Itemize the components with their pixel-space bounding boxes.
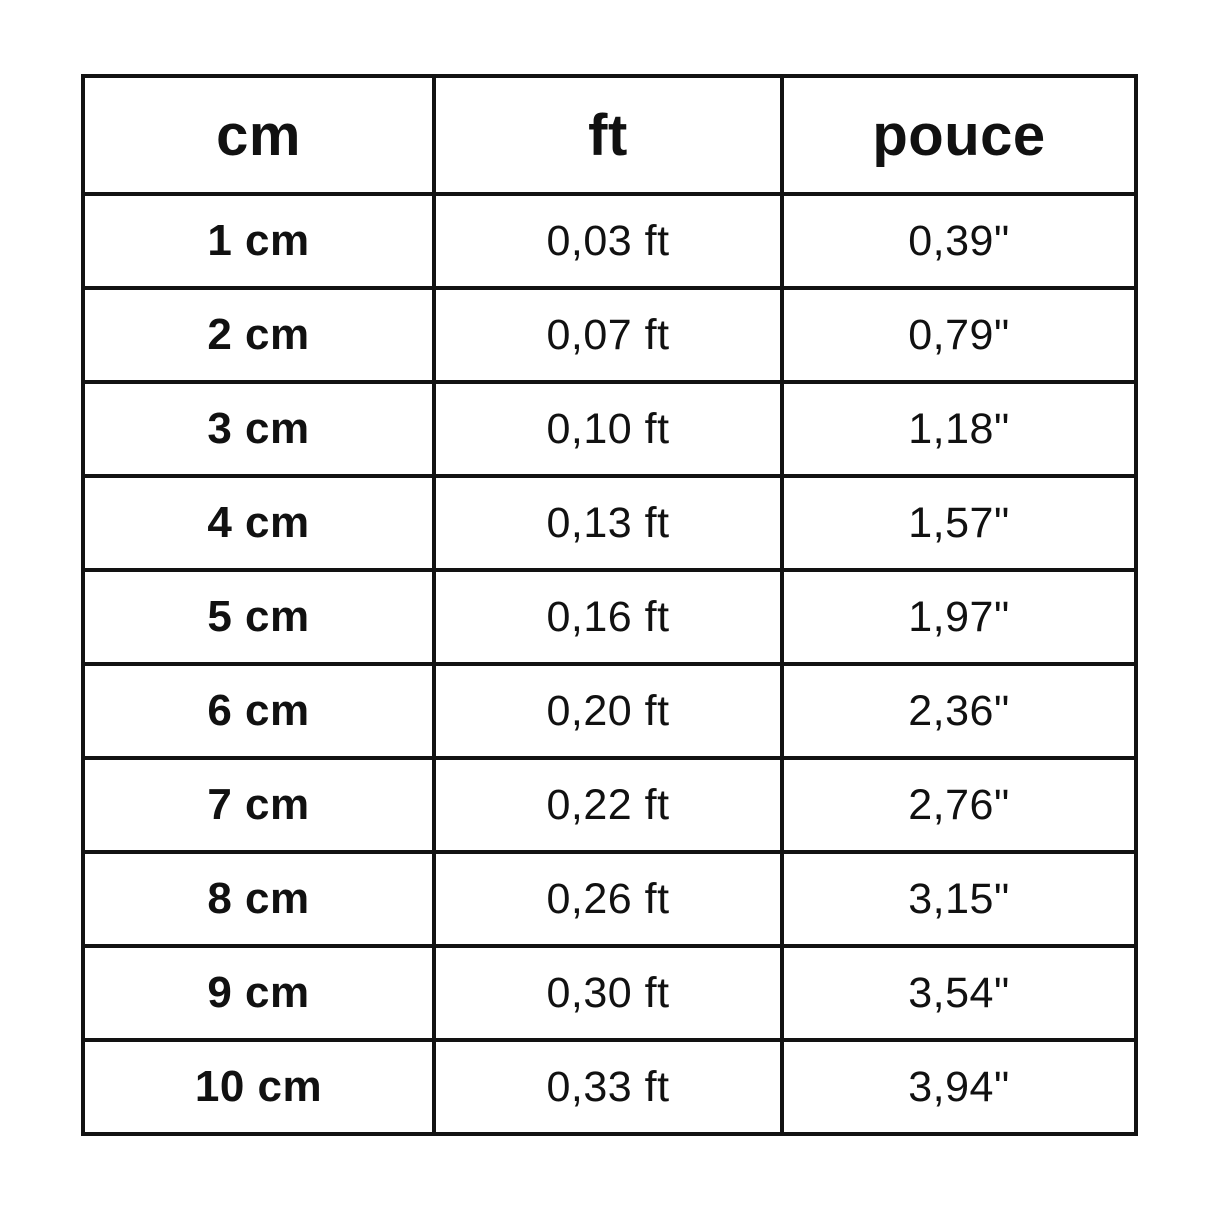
header-ft: ft	[432, 74, 784, 196]
cm-cell: 9 cm	[81, 944, 436, 1042]
pouce-cell: 1,57"	[780, 474, 1138, 572]
pouce-cell: 0,79"	[780, 286, 1138, 384]
ft-cell: 0,33 ft	[432, 1038, 784, 1136]
header-cm: cm	[81, 74, 436, 196]
pouce-cell: 1,18"	[780, 380, 1138, 478]
table-row: 6 cm 0,20 ft 2,36"	[81, 662, 1138, 760]
ft-cell: 0,07 ft	[432, 286, 784, 384]
cm-cell: 6 cm	[81, 662, 436, 760]
ft-cell: 0,20 ft	[432, 662, 784, 760]
ft-cell: 0,22 ft	[432, 756, 784, 854]
ft-cell: 0,30 ft	[432, 944, 784, 1042]
table-row: 9 cm 0,30 ft 3,54"	[81, 944, 1138, 1042]
cm-cell: 5 cm	[81, 568, 436, 666]
table-row: 8 cm 0,26 ft 3,15"	[81, 850, 1138, 948]
pouce-cell: 3,54"	[780, 944, 1138, 1042]
header-row: cm ft pouce	[81, 74, 1138, 196]
cm-cell: 3 cm	[81, 380, 436, 478]
pouce-cell: 3,15"	[780, 850, 1138, 948]
table-row: 7 cm 0,22 ft 2,76"	[81, 756, 1138, 854]
cm-cell: 1 cm	[81, 192, 436, 290]
cm-cell: 2 cm	[81, 286, 436, 384]
cm-cell: 4 cm	[81, 474, 436, 572]
ft-cell: 0,16 ft	[432, 568, 784, 666]
cm-cell: 10 cm	[81, 1038, 436, 1136]
cm-cell: 7 cm	[81, 756, 436, 854]
pouce-cell: 2,36"	[780, 662, 1138, 760]
pouce-cell: 1,97"	[780, 568, 1138, 666]
table-row: 2 cm 0,07 ft 0,79"	[81, 286, 1138, 384]
table-row: 5 cm 0,16 ft 1,97"	[81, 568, 1138, 666]
table-row: 10 cm 0,33 ft 3,94"	[81, 1038, 1138, 1136]
cm-ft-pouce-conversion-table: cm ft pouce 1 cm 0,03 ft 0,39" 2 cm 0,07…	[81, 74, 1138, 1136]
ft-cell: 0,13 ft	[432, 474, 784, 572]
cm-cell: 8 cm	[81, 850, 436, 948]
table-row: 3 cm 0,10 ft 1,18"	[81, 380, 1138, 478]
pouce-cell: 0,39"	[780, 192, 1138, 290]
pouce-cell: 3,94"	[780, 1038, 1138, 1136]
header-pouce: pouce	[780, 74, 1138, 196]
ft-cell: 0,03 ft	[432, 192, 784, 290]
table-row: 4 cm 0,13 ft 1,57"	[81, 474, 1138, 572]
pouce-cell: 2,76"	[780, 756, 1138, 854]
ft-cell: 0,10 ft	[432, 380, 784, 478]
ft-cell: 0,26 ft	[432, 850, 784, 948]
table-row: 1 cm 0,03 ft 0,39"	[81, 192, 1138, 290]
